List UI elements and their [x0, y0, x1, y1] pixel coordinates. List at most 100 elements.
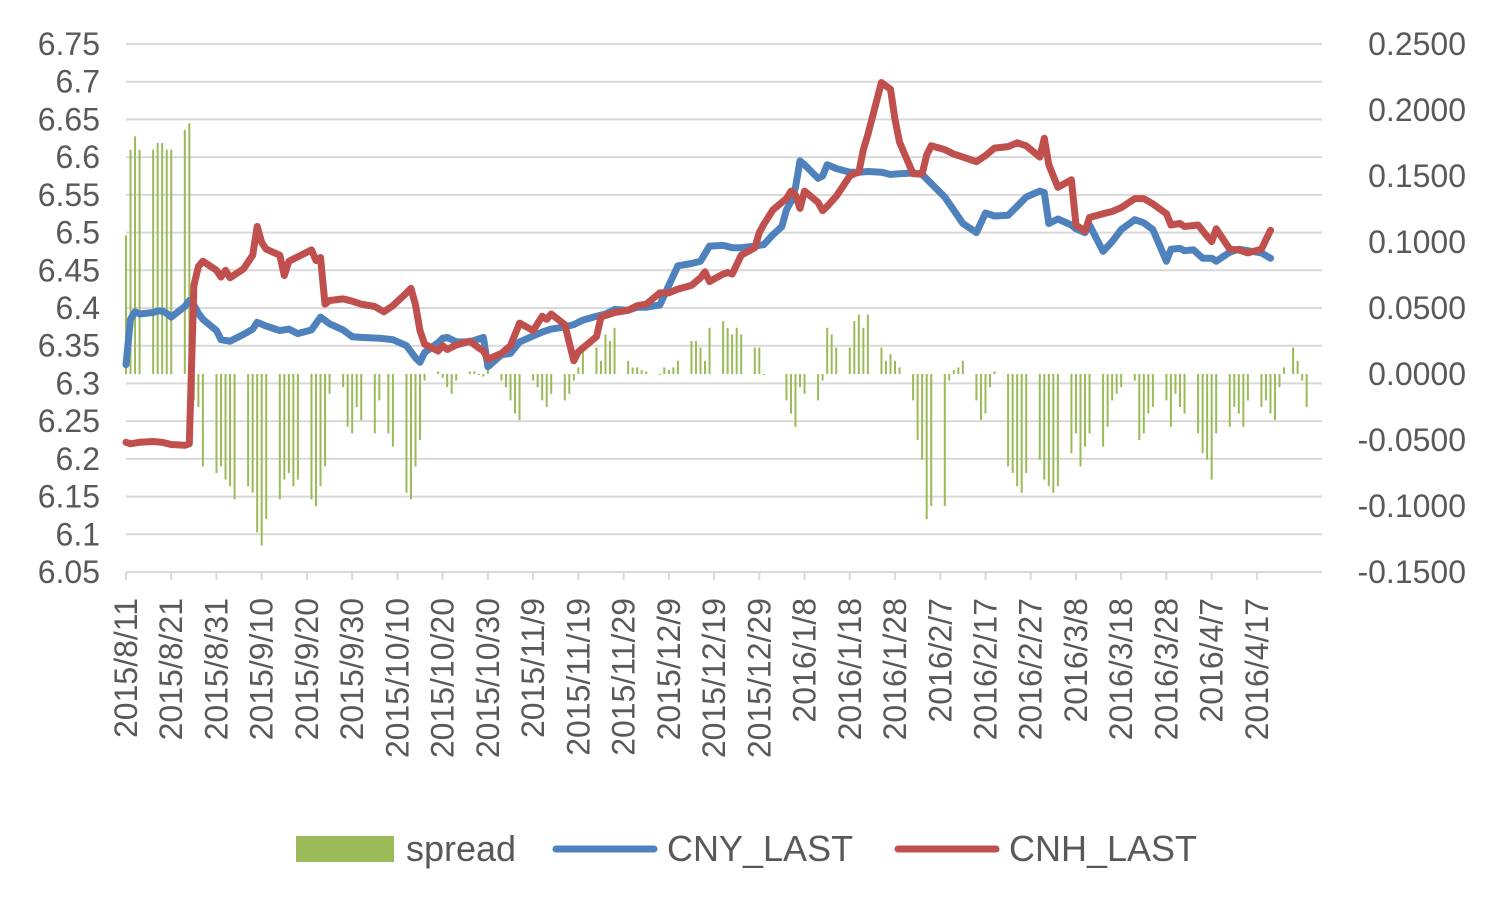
spread-bar [595, 347, 598, 374]
spread-bar [355, 374, 358, 407]
spread-bar [1074, 374, 1077, 434]
spread-bar [224, 374, 227, 480]
spread-bar [799, 374, 802, 388]
y-left-tick-label: 6.15 [38, 479, 100, 515]
x-tick-label: 2015/9/20 [289, 598, 325, 740]
x-tick-label: 2016/1/8 [787, 598, 823, 723]
spread-bar [138, 149, 141, 374]
spread-bar [735, 327, 738, 374]
spread-bar [183, 129, 186, 374]
spread-bar [676, 360, 679, 374]
spread-bar [1228, 374, 1231, 427]
x-tick-label: 2015/9/10 [244, 598, 280, 740]
spread-bar [1047, 374, 1050, 487]
y-left-tick-label: 6.25 [38, 403, 100, 439]
spread-bar [789, 374, 792, 414]
y-left-tick-label: 6.05 [38, 554, 100, 590]
spread-bar [1179, 374, 1182, 407]
spread-bar [943, 374, 946, 506]
spread-bar [387, 374, 390, 434]
x-tick-label: 2015/11/29 [606, 598, 642, 756]
spread-bar [373, 374, 376, 434]
spread-bar [830, 334, 833, 374]
spread-bar [613, 327, 616, 374]
spread-bar [260, 374, 263, 546]
y-left-tick-label: 6.7 [56, 64, 100, 100]
spread-bar [247, 374, 250, 487]
spread-bar [423, 374, 426, 381]
x-tick-label: 2015/9/30 [334, 598, 370, 740]
x-tick-label: 2016/2/17 [967, 598, 1003, 740]
spread-bar [455, 374, 458, 381]
spread-bar [1079, 374, 1082, 467]
spread-bar [857, 314, 860, 374]
spread-bar [1246, 374, 1249, 401]
spread-bar [1111, 374, 1114, 401]
y-left-tick-label: 6.45 [38, 252, 100, 288]
spread-bar [265, 374, 268, 520]
spread-bar [1183, 374, 1186, 414]
spread-bar [509, 374, 512, 401]
spread-bar [694, 341, 697, 374]
y-right-tick-label: 0.2000 [1368, 92, 1466, 128]
spread-bar [1147, 374, 1150, 414]
spread-bar [726, 327, 729, 374]
spread-bar [405, 374, 408, 493]
y-right-tick-label: 0.0000 [1368, 356, 1466, 392]
x-tick-label: 2015/8/11 [108, 598, 144, 738]
spread-bar [1283, 367, 1286, 374]
spread-bar [722, 321, 725, 374]
legend: spread CNY_LAST CNH_LAST [296, 828, 1197, 869]
spread-bar [446, 374, 449, 388]
spread-bar [572, 374, 575, 381]
spread-bar [1138, 374, 1141, 440]
spread-bar [1165, 374, 1168, 401]
y-left-tick-label: 6.75 [38, 26, 100, 62]
spread-bar [360, 374, 363, 421]
spread-bar [188, 123, 191, 374]
spread-bar [319, 374, 322, 487]
spread-bar [437, 371, 440, 374]
spread-bar [1056, 374, 1059, 487]
spread-bar [785, 374, 788, 401]
spread-bar [1210, 374, 1213, 480]
spread-bar [1016, 374, 1019, 487]
spread-bar [930, 374, 933, 506]
spread-bar [884, 360, 887, 374]
x-tick-label: 2016/4/7 [1194, 598, 1230, 723]
x-tick-label: 2015/10/20 [425, 598, 461, 758]
spread-bar [912, 374, 915, 401]
spread-bar [658, 374, 661, 375]
spread-bar [984, 374, 987, 414]
y-right-tick-label: 0.2500 [1368, 26, 1466, 62]
x-tick-label: 2016/2/7 [922, 598, 958, 723]
spread-bar [414, 374, 417, 467]
spread-bar [1133, 374, 1136, 381]
spread-bar [1084, 374, 1087, 447]
x-tick-label: 2016/3/28 [1148, 598, 1184, 740]
spread-bars [125, 123, 1308, 546]
spread-bar [229, 374, 232, 487]
spread-bar [545, 374, 548, 407]
spread-bar [215, 374, 218, 473]
spread-bar [1215, 374, 1218, 434]
spread-bar [342, 374, 345, 388]
spread-bar [310, 374, 313, 500]
spread-bar [473, 371, 476, 374]
spread-bar [278, 374, 281, 500]
x-tick-label: 2015/11/9 [515, 598, 551, 738]
spread-bar [170, 149, 173, 374]
spread-bar [504, 374, 507, 388]
spread-bar [233, 374, 236, 500]
spread-bar [477, 374, 480, 375]
spread-bar [948, 374, 951, 381]
spread-bar [251, 374, 254, 493]
spread-bar [627, 360, 630, 374]
spread-bar [862, 327, 865, 374]
cny-last-line [122, 157, 1274, 371]
spread-bar [1088, 374, 1091, 434]
spread-bar [821, 374, 824, 381]
spread-bar [292, 374, 295, 487]
spread-bar [486, 370, 489, 374]
spread-bar [409, 374, 412, 500]
